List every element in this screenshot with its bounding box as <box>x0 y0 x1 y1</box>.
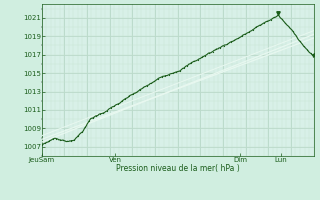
Point <box>148 82 153 85</box>
Point <box>268 18 273 21</box>
Point <box>286 25 292 28</box>
X-axis label: Pression niveau de la mer( hPa ): Pression niveau de la mer( hPa ) <box>116 164 239 173</box>
Point <box>61 139 66 142</box>
Point <box>105 109 110 112</box>
Point <box>126 95 132 98</box>
Point <box>83 126 88 129</box>
Point <box>46 140 52 143</box>
Point <box>79 131 84 134</box>
Point <box>177 69 182 73</box>
Point <box>217 46 222 49</box>
Point <box>94 114 99 117</box>
Point <box>57 138 62 141</box>
Point <box>185 64 190 67</box>
Point <box>272 16 277 19</box>
Point <box>294 34 299 38</box>
Point <box>141 86 146 89</box>
Point <box>137 88 142 91</box>
Point <box>97 112 102 116</box>
Point <box>163 74 168 77</box>
Point <box>232 39 237 42</box>
Point <box>192 60 197 63</box>
Point <box>101 111 106 114</box>
Point <box>206 51 212 54</box>
Point <box>39 143 44 147</box>
Point <box>134 91 139 94</box>
Point <box>50 138 55 141</box>
Point <box>181 67 186 70</box>
Point <box>174 70 179 74</box>
Point <box>305 48 310 51</box>
Point <box>196 58 201 61</box>
Point <box>188 62 193 65</box>
Point <box>86 120 92 123</box>
Point <box>276 14 281 17</box>
Point <box>301 45 306 48</box>
Point <box>72 139 77 142</box>
Point <box>90 117 95 120</box>
Point <box>225 43 230 46</box>
Point <box>76 134 81 138</box>
Point <box>53 137 59 140</box>
Point <box>119 100 124 103</box>
Point <box>236 37 241 40</box>
Point <box>254 25 259 29</box>
Point <box>159 75 164 79</box>
Point <box>290 29 295 33</box>
Point <box>279 17 284 21</box>
Point <box>170 72 175 75</box>
Point <box>43 142 48 145</box>
Point <box>108 106 113 109</box>
Point <box>261 21 266 25</box>
Point <box>297 40 302 43</box>
Point <box>228 40 233 44</box>
Point <box>265 20 270 23</box>
Point <box>152 80 157 83</box>
Point <box>210 50 215 53</box>
Point <box>166 73 172 76</box>
Point <box>246 31 252 34</box>
Point <box>145 84 150 87</box>
Point <box>65 140 70 143</box>
Point <box>243 33 248 36</box>
Point <box>214 48 219 51</box>
Point <box>239 35 244 38</box>
Point <box>123 97 128 100</box>
Point <box>68 139 73 143</box>
Point <box>116 102 121 106</box>
Point <box>156 77 161 80</box>
Point <box>199 56 204 59</box>
Point <box>203 54 208 57</box>
Point <box>221 44 226 47</box>
Point <box>283 22 288 25</box>
Point <box>308 52 313 55</box>
Point <box>250 28 255 31</box>
Point <box>130 93 135 96</box>
Point <box>112 104 117 108</box>
Point <box>257 24 262 27</box>
